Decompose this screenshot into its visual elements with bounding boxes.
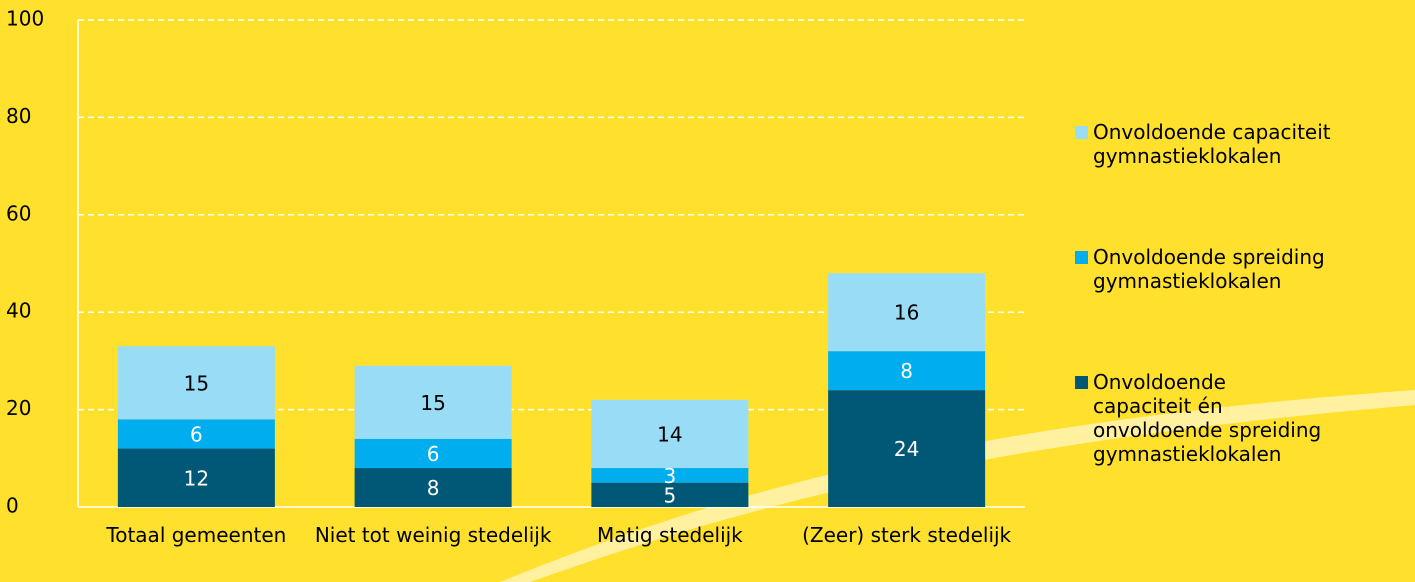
x-tick-label: (Zeer) sterk stedelijk	[787, 523, 1027, 547]
value-label: 14	[657, 422, 682, 446]
value-label: 24	[894, 437, 919, 461]
y-tick-label: 20	[6, 396, 31, 420]
legend-item: Onvoldoende capaciteit én onvoldoende sp…	[1075, 370, 1395, 466]
value-label: 6	[427, 442, 440, 466]
legend-label: Onvoldoende capaciteit én onvoldoende sp…	[1093, 370, 1323, 466]
x-tick-label: Niet tot weinig stedelijk	[313, 523, 553, 547]
y-tick-label: 100	[6, 7, 44, 31]
legend-item: Onvoldoende capaciteit gymnastieklokalen	[1075, 120, 1395, 168]
legend-swatch	[1075, 251, 1088, 264]
legend-swatch	[1075, 376, 1088, 389]
legend-label: Onvoldoende capaciteit gymnastieklokalen	[1093, 120, 1395, 168]
legend-label: Onvoldoende spreiding gymnastieklokalen	[1093, 245, 1395, 293]
value-label: 15	[420, 391, 445, 415]
y-tick-label: 60	[6, 201, 31, 225]
legend-swatch	[1075, 126, 1088, 139]
value-label: 15	[184, 371, 209, 395]
x-tick-label: Totaal gemeenten	[76, 523, 316, 547]
legend-item: Onvoldoende spreiding gymnastieklokalen	[1075, 245, 1395, 293]
chart: 020406080100126158615531424816 Totaal ge…	[0, 0, 1415, 582]
value-label: 12	[184, 466, 209, 490]
x-tick-label: Matig stedelijk	[550, 523, 790, 547]
value-label: 16	[894, 301, 919, 325]
y-tick-label: 0	[6, 494, 19, 518]
value-label: 8	[900, 359, 913, 383]
value-label: 6	[190, 422, 203, 446]
y-tick-label: 80	[6, 104, 31, 128]
y-tick-label: 40	[6, 299, 31, 323]
value-label: 8	[427, 476, 440, 500]
